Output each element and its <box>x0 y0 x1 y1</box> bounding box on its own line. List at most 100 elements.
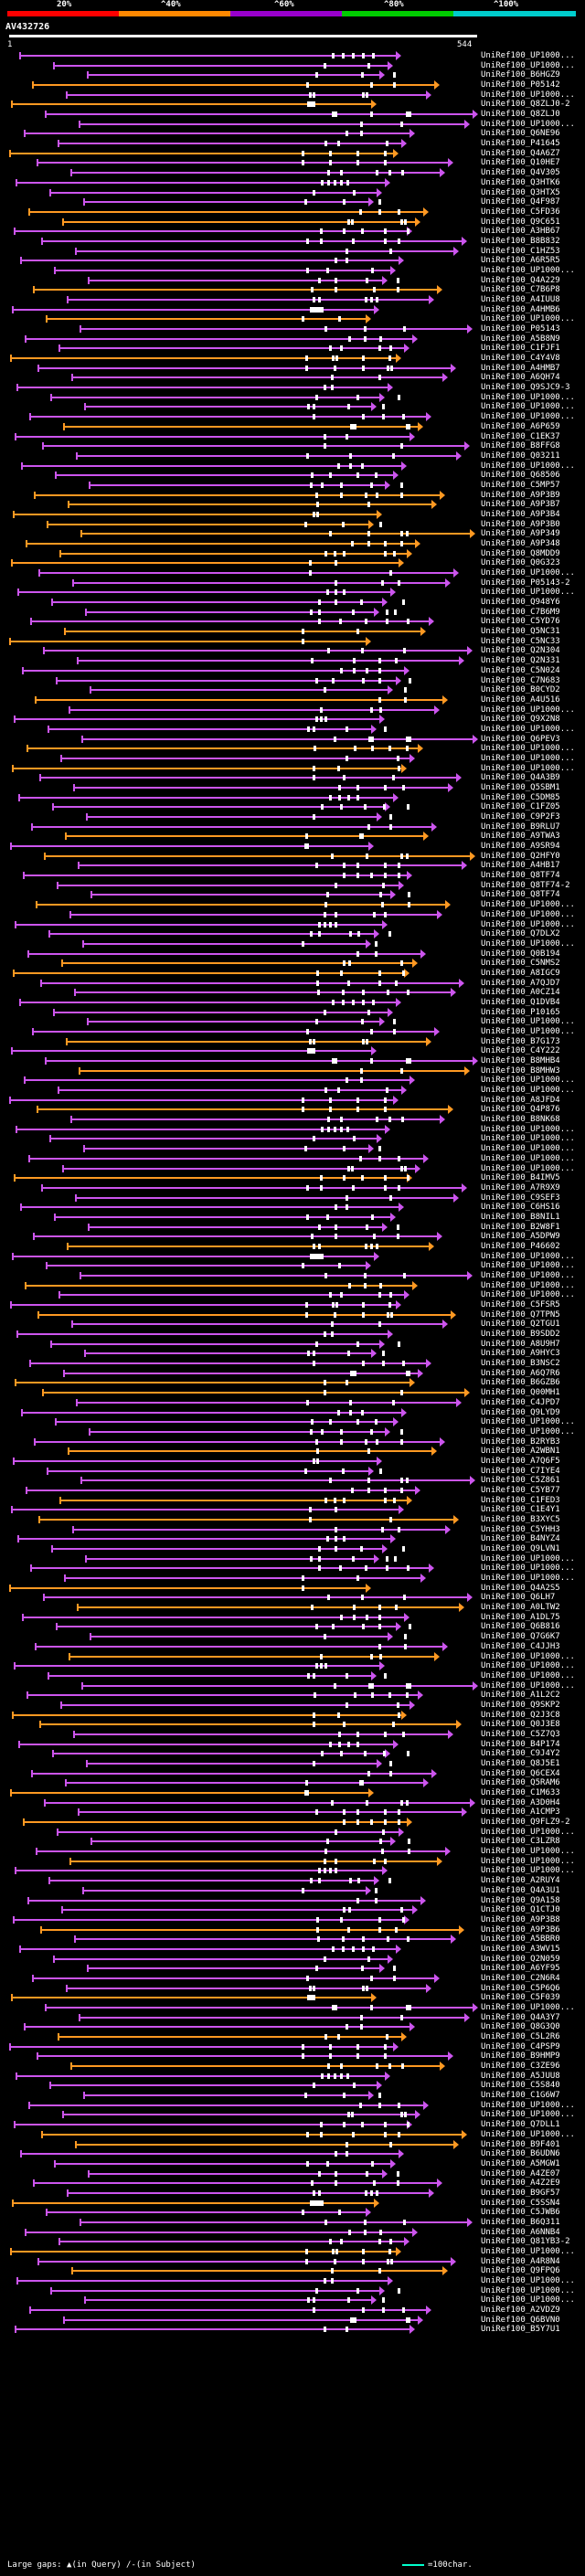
hit-row[interactable]: UniRef100_UP1000... <box>0 744 585 754</box>
hit-label[interactable]: UniRef100_C4JPD7 <box>481 1397 560 1407</box>
hit-row[interactable]: UniRef100_C2N6R4 <box>0 1973 585 1983</box>
hit-label[interactable]: UniRef100_A4ZE07 <box>481 2168 560 2178</box>
hit-row[interactable]: UniRef100_B3XYC5 <box>0 1515 585 1524</box>
hit-label[interactable]: UniRef100_Q00MH1 <box>481 1388 560 1398</box>
hit-label[interactable]: UniRef100_C9P2F3 <box>481 812 560 822</box>
hit-row[interactable]: UniRef100_Q6B816 <box>0 1622 585 1632</box>
hit-row[interactable]: UniRef100_A1DL75 <box>0 1612 585 1622</box>
hit-label[interactable]: UniRef100_UP1000... <box>481 909 575 919</box>
hit-row[interactable]: UniRef100_Q6NE96 <box>0 129 585 139</box>
hit-row[interactable]: UniRef100_C9SEF3 <box>0 1193 585 1203</box>
hit-label[interactable]: UniRef100_A1DL75 <box>481 1612 560 1622</box>
hit-label[interactable]: UniRef100_C9SEF3 <box>481 1193 560 1203</box>
hit-label[interactable]: UniRef100_Q81YB3-2 <box>481 2237 570 2247</box>
hit-row[interactable]: UniRef100_UP1000... <box>0 753 585 763</box>
hit-row[interactable]: UniRef100_UP1000... <box>0 938 585 949</box>
hit-label[interactable]: UniRef100_C5MP57 <box>481 480 560 490</box>
hit-label[interactable]: UniRef100_A7R9X9 <box>481 1182 560 1193</box>
hit-row[interactable]: UniRef100_Q5NC31 <box>0 627 585 637</box>
hit-label[interactable]: UniRef100_A6Q7R6 <box>481 1368 560 1378</box>
hit-row[interactable]: UniRef100_UP1000... <box>0 1574 585 1584</box>
hit-label[interactable]: UniRef100_P05143-2 <box>481 578 570 588</box>
hit-row[interactable]: UniRef100_A5DPW9 <box>0 1232 585 1242</box>
hit-row[interactable]: UniRef100_Q4P876 <box>0 1105 585 1115</box>
hit-row[interactable]: UniRef100_A9P3B9 <box>0 490 585 500</box>
hit-row[interactable]: UniRef100_Q03211 <box>0 451 585 461</box>
hit-label[interactable]: UniRef100_UP1000... <box>481 753 575 763</box>
hit-label[interactable]: UniRef100_A4U516 <box>481 694 560 705</box>
hit-label[interactable]: UniRef100_Q6NE96 <box>481 129 560 139</box>
hit-row[interactable]: UniRef100_C5MP57 <box>0 480 585 490</box>
hit-row[interactable]: UniRef100_A7Q6F5 <box>0 1456 585 1466</box>
hit-row[interactable]: UniRef100_Q2J3C8 <box>0 1710 585 1720</box>
hit-row[interactable]: UniRef100_C4JPD7 <box>0 1397 585 1407</box>
hit-label[interactable]: UniRef100_Q03211 <box>481 451 560 461</box>
hit-row[interactable]: UniRef100_B6UDN6 <box>0 2149 585 2159</box>
hit-row[interactable]: UniRef100_A3WV15 <box>0 1944 585 1954</box>
hit-row[interactable]: UniRef100_P10165 <box>0 1007 585 1017</box>
hit-label[interactable]: UniRef100_Q8ZLJ0-2 <box>481 100 570 110</box>
hit-row[interactable]: UniRef100_C1HZ53 <box>0 246 585 256</box>
hit-row[interactable]: UniRef100_Q8ZLJ0 <box>0 110 585 120</box>
hit-row[interactable]: UniRef100_Q2N059 <box>0 1954 585 1964</box>
hit-row[interactable]: UniRef100_UP1000... <box>0 705 585 715</box>
hit-row[interactable]: UniRef100_Q2TGU1 <box>0 1320 585 1330</box>
hit-label[interactable]: UniRef100_C5JWB6 <box>481 2208 560 2218</box>
hit-row[interactable]: UniRef100_Q0J3E8 <box>0 1720 585 1730</box>
hit-label[interactable]: UniRef100_A2WBN1 <box>481 1447 560 1457</box>
hit-row[interactable]: UniRef100_Q4A6Z7 <box>0 148 585 158</box>
hit-label[interactable]: UniRef100_UP1000... <box>481 1144 575 1154</box>
hit-label[interactable]: UniRef100_Q9SKP2 <box>481 1700 560 1710</box>
hit-label[interactable]: UniRef100_Q9FLZ9-2 <box>481 1818 570 1828</box>
hit-row[interactable]: UniRef100_UP1000... <box>0 1290 585 1300</box>
hit-label[interactable]: UniRef100_C1M633 <box>481 1788 560 1798</box>
hit-label[interactable]: UniRef100_UP1000... <box>481 51 575 60</box>
hit-row[interactable]: UniRef100_A6Q7R6 <box>0 1368 585 1378</box>
hit-label[interactable]: UniRef100_Q9LVN1 <box>481 1544 560 1554</box>
hit-row[interactable]: UniRef100_UP1000... <box>0 1153 585 1163</box>
hit-row[interactable]: UniRef100_UP1000... <box>0 265 585 275</box>
hit-row[interactable]: UniRef100_Q1CTJ0 <box>0 1905 585 1915</box>
hit-row[interactable]: UniRef100_UP1000... <box>0 2276 585 2286</box>
hit-label[interactable]: UniRef100_C7B6P8 <box>481 285 560 295</box>
hit-label[interactable]: UniRef100_C1FZ05 <box>481 802 560 812</box>
hit-label[interactable]: UniRef100_A4Z2E9 <box>481 2178 560 2189</box>
hit-label[interactable]: UniRef100_UP1000... <box>481 568 575 578</box>
hit-row[interactable]: UniRef100_UP1000... <box>0 90 585 100</box>
hit-row[interactable]: UniRef100_C5Z861 <box>0 1476 585 1486</box>
hit-row[interactable]: UniRef100_Q0G323 <box>0 558 585 568</box>
hit-row[interactable]: UniRef100_Q9SJC9-3 <box>0 383 585 393</box>
hit-label[interactable]: UniRef100_C5FD36 <box>481 207 560 217</box>
hit-row[interactable]: UniRef100_Q2N331 <box>0 656 585 666</box>
hit-label[interactable]: UniRef100_P46602 <box>481 1241 560 1251</box>
hit-row[interactable]: UniRef100_A4HB17 <box>0 861 585 871</box>
hit-label[interactable]: UniRef100_C5FSR5 <box>481 1300 560 1310</box>
hit-row[interactable]: UniRef100_A3D0H4 <box>0 1797 585 1807</box>
hit-row[interactable]: UniRef100_C3LZR8 <box>0 1837 585 1847</box>
hit-row[interactable]: UniRef100_P05143-2 <box>0 578 585 588</box>
hit-label[interactable]: UniRef100_UP1000... <box>481 1124 575 1134</box>
hit-label[interactable]: UniRef100_B8FFG8 <box>481 441 560 451</box>
hit-row[interactable]: UniRef100_A8JFD4 <box>0 1095 585 1105</box>
hit-label[interactable]: UniRef100_B2RYB3 <box>481 1436 560 1447</box>
hit-label[interactable]: UniRef100_UP1000... <box>481 938 575 949</box>
hit-label[interactable]: UniRef100_C1EK37 <box>481 431 560 441</box>
hit-label[interactable]: UniRef100_C4JJH3 <box>481 1641 560 1651</box>
hit-label[interactable]: UniRef100_C9J4Y2 <box>481 1749 560 1759</box>
hit-row[interactable]: UniRef100_C4Y4V8 <box>0 354 585 364</box>
hit-label[interactable]: UniRef100_A9P3B4 <box>481 509 560 519</box>
hit-label[interactable]: UniRef100_UP1000... <box>481 1847 575 1857</box>
hit-label[interactable]: UniRef100_Q10HE7 <box>481 158 560 168</box>
hit-label[interactable]: UniRef100_Q948Y6 <box>481 598 560 608</box>
hit-row[interactable]: UniRef100_UP1000... <box>0 1670 585 1680</box>
hit-label[interactable]: UniRef100_C5L2R6 <box>481 2032 560 2042</box>
hit-row[interactable]: UniRef100_C5L2R6 <box>0 2032 585 2042</box>
hit-row[interactable]: UniRef100_C1FJF1 <box>0 344 585 354</box>
hit-row[interactable]: UniRef100_Q948Y6 <box>0 598 585 608</box>
hit-label[interactable]: UniRef100_C5P6Q6 <box>481 1983 560 1993</box>
hit-label[interactable]: UniRef100_C4Y4V8 <box>481 354 560 364</box>
hit-row[interactable]: UniRef100_P41645 <box>0 139 585 149</box>
hit-row[interactable]: UniRef100_A7QJD7 <box>0 978 585 988</box>
hit-row[interactable]: UniRef100_UP1000... <box>0 1134 585 1144</box>
hit-row[interactable]: UniRef100_A7R9X9 <box>0 1182 585 1193</box>
